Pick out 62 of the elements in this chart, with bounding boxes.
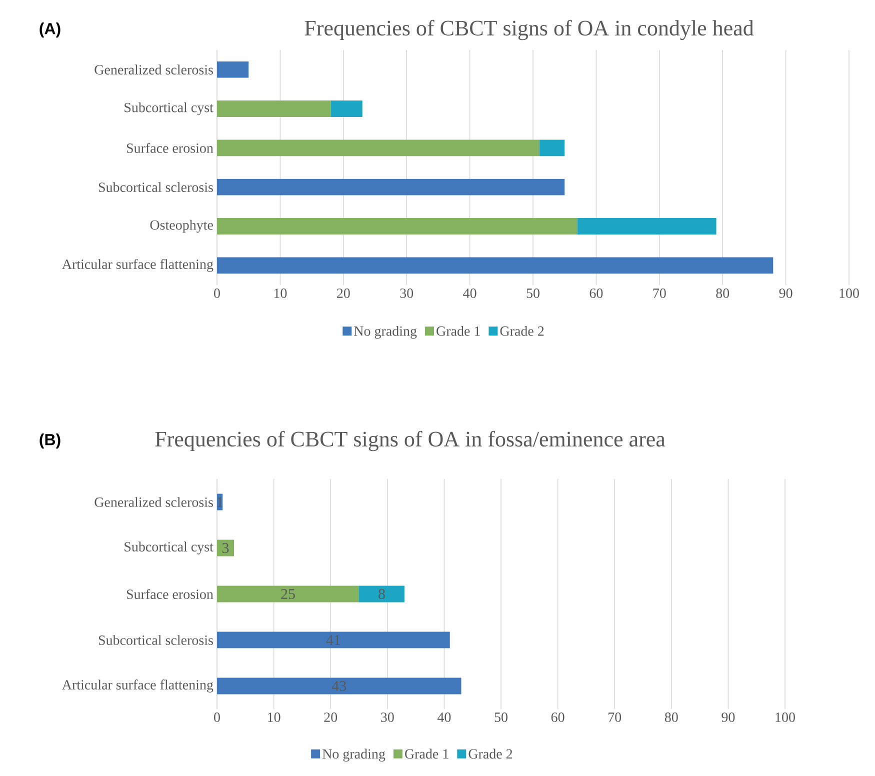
x-tick-label: 90 [779,288,792,298]
bar [217,100,331,117]
x-tick-label: 10 [274,288,287,298]
y-tick-label: Generalized sclerosis [94,497,213,507]
bar [577,218,716,234]
y-tick-label: Generalized sclerosis [94,64,213,75]
legend-label: Grade 2 [500,326,544,336]
x-tick-label: 60 [590,288,603,298]
text: (A) [40,22,60,38]
text: (B) [40,434,60,448]
data-label: 25 [281,588,295,600]
x-tick-label: 30 [400,288,414,298]
x-tick-label: 80 [716,288,730,298]
bar [217,257,774,274]
bar [330,100,362,117]
data-label: 3 [222,542,229,554]
legend-label: Grade 1 [436,326,480,336]
bar [217,140,540,156]
data-label: 41 [326,635,340,645]
data-label: 8 [378,588,385,600]
legend-label: No grading [354,326,417,339]
bar [217,540,234,556]
legend-label: No grading [322,748,386,762]
legend-label: Grade 1 [405,748,448,759]
y-tick-label: Surface erosion [126,142,214,153]
x-tick-label: 20 [324,712,338,722]
bar [217,678,462,694]
x-tick-label: 50 [494,712,508,722]
y-tick-label: Subcortical sclerosis [98,182,213,192]
x-tick-label: 70 [608,712,622,722]
bar [217,61,249,78]
x-tick-label: 40 [437,712,451,722]
x-tick-label: 100 [840,288,859,298]
y-tick-label: Subcortical sclerosis [98,635,213,645]
x-tick-label: 70 [653,288,666,298]
y-tick-label: Subcortical cyst [124,102,214,116]
data-label: 43 [332,680,346,692]
y-tick-label: Osteophyte [150,220,213,233]
x-tick-label: 30 [381,712,394,722]
x-tick-label: 10 [268,712,280,722]
x-tick-label: 20 [337,288,350,298]
bar [359,586,404,602]
x-tick-label: 100 [776,712,795,722]
chart-title: Frequencies of CBCT signs of OA in condyle head [304,20,754,40]
x-tick-label: 80 [664,712,678,722]
bar [217,632,450,648]
bar [217,218,578,234]
y-tick-label: Articular surface flattening [62,258,214,272]
bar [539,140,565,156]
x-tick-label: 50 [526,288,540,298]
y-tick-label: Surface erosion [126,589,214,600]
bar [217,178,565,196]
chart-title: Frequencies of CBCT signs of OA in fossa/eminence area [155,430,666,452]
x-tick-label: 0 [214,288,220,298]
x-tick-label: 0 [214,712,220,722]
x-tick-label: 40 [463,288,476,298]
x-tick-label: 90 [722,712,735,722]
x-tick-label: 60 [551,712,564,722]
legend-label: Grade 2 [468,748,512,759]
y-tick-label: Subcortical cyst [124,542,214,554]
y-tick-label: Articular surface flattening [62,680,214,692]
bar [217,586,359,602]
